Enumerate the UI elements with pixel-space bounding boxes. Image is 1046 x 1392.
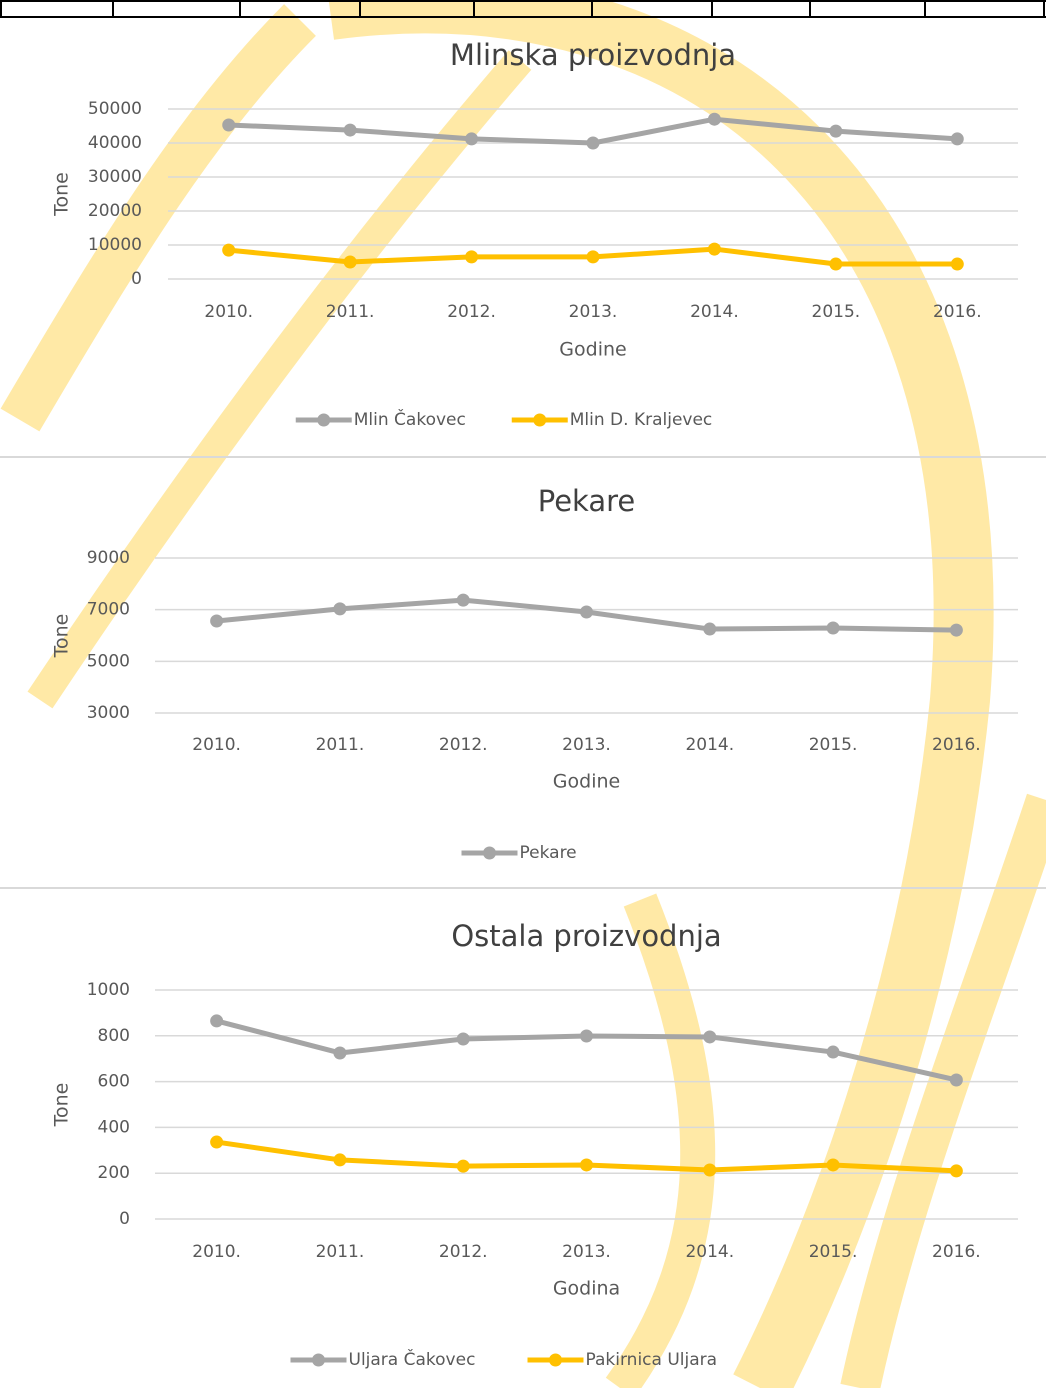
data-point bbox=[210, 1136, 223, 1149]
x-tick-label: 2011. bbox=[316, 1242, 365, 1262]
y-tick-label: 600 bbox=[98, 1072, 130, 1092]
x-tick-label: 2013. bbox=[562, 1242, 611, 1262]
x-tick-label: 2010. bbox=[192, 735, 241, 755]
legend-label: Uljara Čakovec bbox=[349, 1348, 476, 1370]
data-point bbox=[703, 1163, 716, 1176]
data-point bbox=[708, 113, 721, 126]
data-point bbox=[580, 1030, 593, 1043]
y-axis-title: Tone bbox=[51, 172, 73, 217]
legend-marker bbox=[312, 1354, 325, 1367]
x-tick-label: 2013. bbox=[562, 735, 611, 755]
swoosh bbox=[620, 900, 698, 1388]
x-tick-label: 2015. bbox=[812, 302, 861, 322]
legend-marker bbox=[533, 414, 546, 427]
legend-marker bbox=[549, 1354, 562, 1367]
x-axis-title: Godine bbox=[559, 339, 626, 361]
x-tick-label: 2012. bbox=[439, 735, 488, 755]
x-tick-label: 2016. bbox=[933, 302, 982, 322]
y-tick-label: 9000 bbox=[87, 548, 130, 568]
x-tick-label: 2010. bbox=[204, 302, 253, 322]
y-tick-label: 400 bbox=[98, 1117, 130, 1137]
x-tick-label: 2012. bbox=[447, 302, 496, 322]
data-point bbox=[210, 1014, 223, 1027]
chart-title: Ostala proizvodnja bbox=[451, 919, 721, 953]
legend-marker bbox=[483, 847, 496, 860]
data-point bbox=[344, 124, 357, 137]
data-point bbox=[827, 1046, 840, 1059]
y-tick-label: 30000 bbox=[88, 167, 142, 187]
data-point bbox=[465, 250, 478, 263]
data-point bbox=[344, 256, 357, 269]
x-tick-label: 2010. bbox=[192, 1242, 241, 1262]
x-tick-label: 2014. bbox=[690, 302, 739, 322]
x-tick-label: 2013. bbox=[569, 302, 618, 322]
data-point bbox=[333, 1153, 346, 1166]
data-point bbox=[580, 605, 593, 618]
data-point bbox=[587, 137, 600, 150]
y-tick-label: 20000 bbox=[88, 201, 142, 221]
data-point bbox=[333, 1046, 346, 1059]
data-point bbox=[951, 258, 964, 271]
data-point bbox=[708, 243, 721, 256]
x-tick-label: 2014. bbox=[685, 1242, 734, 1262]
swoosh bbox=[20, 20, 300, 420]
x-tick-label: 2015. bbox=[809, 735, 858, 755]
y-tick-label: 1000 bbox=[87, 980, 130, 1000]
y-axis-title: Tone bbox=[51, 614, 73, 659]
data-point bbox=[580, 1158, 593, 1171]
legend-label: Mlin D. Kraljevec bbox=[570, 410, 713, 430]
y-tick-label: 5000 bbox=[87, 651, 130, 671]
legend-label: Mlin Čakovec bbox=[354, 408, 466, 430]
data-point bbox=[950, 624, 963, 637]
x-tick-label: 2015. bbox=[809, 1242, 858, 1262]
x-tick-label: 2012. bbox=[439, 1242, 488, 1262]
data-point bbox=[222, 118, 235, 131]
y-tick-label: 0 bbox=[131, 269, 142, 289]
legend-marker bbox=[317, 414, 330, 427]
data-point bbox=[457, 594, 470, 607]
data-point bbox=[827, 622, 840, 635]
page: Mlinska proizvodnja010000200003000040000… bbox=[0, 0, 1046, 1388]
y-tick-label: 200 bbox=[98, 1163, 130, 1183]
chart-title: Mlinska proizvodnja bbox=[450, 38, 736, 72]
charts: Mlinska proizvodnja010000200003000040000… bbox=[0, 0, 1046, 1388]
data-point bbox=[222, 244, 235, 257]
x-tick-label: 2016. bbox=[932, 735, 981, 755]
y-axis-title: Tone bbox=[51, 1083, 73, 1128]
data-point bbox=[829, 258, 842, 271]
data-point bbox=[587, 250, 600, 263]
x-axis-title: Godina bbox=[553, 1278, 620, 1300]
x-tick-label: 2011. bbox=[326, 302, 375, 322]
data-point bbox=[951, 132, 964, 145]
x-tick-label: 2011. bbox=[316, 735, 365, 755]
data-point bbox=[210, 615, 223, 628]
y-tick-label: 800 bbox=[98, 1026, 130, 1046]
data-point bbox=[827, 1158, 840, 1171]
data-point bbox=[457, 1160, 470, 1173]
chart-title: Pekare bbox=[538, 484, 635, 518]
y-tick-label: 3000 bbox=[87, 703, 130, 723]
x-axis-title: Godine bbox=[553, 771, 620, 793]
x-tick-label: 2016. bbox=[932, 1242, 981, 1262]
data-point bbox=[465, 132, 478, 145]
data-point bbox=[950, 1073, 963, 1086]
data-point bbox=[333, 602, 346, 615]
data-point bbox=[950, 1164, 963, 1177]
data-point bbox=[703, 1030, 716, 1043]
y-tick-label: 50000 bbox=[88, 99, 142, 119]
data-point bbox=[703, 623, 716, 636]
y-tick-label: 0 bbox=[119, 1209, 130, 1229]
x-tick-label: 2014. bbox=[685, 735, 734, 755]
legend-label: Pekare bbox=[520, 843, 577, 863]
legend-label: Pakirnica Uljara bbox=[586, 1350, 718, 1370]
y-tick-label: 40000 bbox=[88, 133, 142, 153]
data-point bbox=[829, 125, 842, 138]
y-tick-label: 10000 bbox=[88, 235, 142, 255]
y-tick-label: 7000 bbox=[87, 600, 130, 620]
data-point bbox=[457, 1033, 470, 1046]
